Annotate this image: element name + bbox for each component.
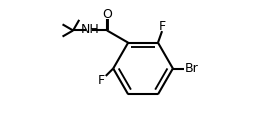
Text: O: O [102,8,112,21]
Text: NH: NH [81,23,99,36]
Text: F: F [98,74,105,87]
Text: Br: Br [185,62,199,75]
Text: F: F [159,20,166,33]
